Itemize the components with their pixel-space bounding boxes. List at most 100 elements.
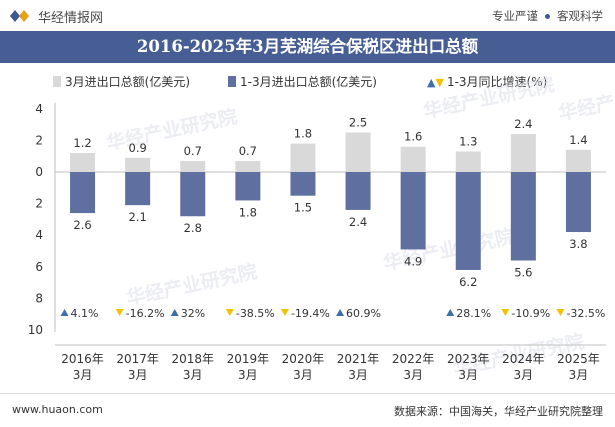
growth-up-marker [170,309,179,316]
bar-cumulative [235,172,261,201]
data-label-monthly: 2.5 [349,116,367,130]
y-tick-label: 0 [35,165,43,179]
data-label-cumulative: 2.1 [129,210,147,224]
data-label-cumulative: 2.8 [184,221,202,235]
bar-cumulative [290,172,316,196]
bar-cumulative [565,172,591,233]
header-tags: 专业严谨 客观科学 [492,8,603,24]
x-tick-label-year: 2023年 [447,352,490,366]
x-tick-label-year: 2018年 [171,352,214,366]
x-tick-label-year: 2017年 [116,352,159,366]
x-tick-label-month: 3月 [183,368,203,382]
bar-monthly [290,143,316,172]
tag-professional: 专业严谨 [492,9,538,23]
data-label-growth: 60.9% [346,307,381,320]
x-tick-label-month: 3月 [348,368,368,382]
bar-monthly [455,151,481,172]
y-tick-label: 4 [35,228,43,242]
data-label-cumulative: 2.4 [349,215,367,229]
y-tick-label: 2 [35,133,43,147]
bar-monthly [565,149,591,172]
data-label-growth: -38.5% [236,307,275,320]
footer-source: 数据来源：中国海关，华经产业研究院整理 [394,405,603,418]
bar-monthly [235,160,261,172]
x-tick-label-month: 3月 [569,368,589,382]
data-label-cumulative: 6.2 [459,275,477,289]
legend-item-cumulative: 1-3月进出口总额(亿美元) [228,72,377,92]
x-tick-label-month: 3月 [128,368,148,382]
data-label-cumulative: 5.6 [514,265,532,279]
brand-name: 华经情报网 [38,11,104,26]
huajing-logo-icon [10,10,29,22]
data-label-monthly: 2.4 [514,117,532,131]
data-label-cumulative: 2.6 [73,218,91,232]
legend-label-growth: 1-3月同比增速(%) [446,75,548,89]
growth-up-marker [336,309,345,316]
bar-monthly [125,157,151,172]
y-tick-label: 10 [28,323,43,337]
data-label-cumulative: 4.9 [404,254,422,268]
legend-label-cumulative: 1-3月进出口总额(亿美元) [240,75,377,89]
watermark-text: 华经产业研究院 [421,73,556,123]
x-tick-label-year: 2019年 [227,352,270,366]
x-tick-label-year: 2020年 [282,352,325,366]
footer-site: www.huaon.com [12,403,103,416]
x-tick-label-month: 3月 [458,368,478,382]
x-tick-label-month: 3月 [73,368,93,382]
x-tick-label-month: 3月 [238,368,258,382]
legend-down-triangle-icon: ▼ [435,76,444,89]
x-tick-label-year: 2016年 [61,352,104,366]
bar-monthly [510,134,536,172]
tag-objective: 客观科学 [557,9,603,23]
footer: www.huaon.com 数据来源：中国海关，华经产业研究院整理 [0,393,615,427]
y-tick-label: 8 [35,291,43,305]
bar-cumulative [70,172,96,214]
x-tick-label-month: 3月 [514,368,534,382]
data-label-growth: -19.4% [291,307,330,320]
growth-down-marker [501,309,510,316]
growth-down-marker [280,309,289,316]
legend-swatch-monthly [53,76,61,87]
data-label-growth: -10.9% [511,307,550,320]
data-label-growth: 28.1% [456,307,491,320]
y-tick-label: 6 [35,260,43,274]
y-tick-label: 2 [35,197,43,211]
x-tick-label-year: 2025年 [557,352,600,366]
x-tick-label-year: 2022年 [392,352,435,366]
data-label-monthly: 1.6 [404,130,422,144]
data-label-monthly: 1.2 [73,136,91,150]
data-label-monthly: 0.7 [239,144,257,158]
legend-item-monthly: 3月进出口总额(亿美元) [53,72,190,92]
x-tick-label-year: 2024年 [502,352,545,366]
bar-cumulative [125,172,151,206]
data-label-monthly: 1.8 [294,127,312,141]
legend-item-growth: ▲▼ 1-3月同比增速(%) [427,72,547,92]
data-label-monthly: 1.3 [459,134,477,148]
bar-cumulative [345,172,371,210]
tag-separator-dot [545,13,550,19]
title-bar: 2016-2025年3月芜湖综合保税区进出口总额 [0,31,615,63]
growth-down-marker [115,309,124,316]
data-label-growth: -16.2% [126,307,165,320]
data-label-cumulative: 3.8 [569,237,587,251]
data-label-growth: 32% [181,307,205,320]
chart-title: 2016-2025年3月芜湖综合保税区进出口总额 [136,37,479,56]
growth-down-marker [225,309,234,316]
legend-swatch-cumulative [228,76,236,87]
legend: 3月进出口总额(亿美元) 1-3月进出口总额(亿美元) ▲▼ 1-3月同比增速(%… [0,72,615,92]
watermark-text: 华经产业研究院 [124,260,259,310]
bar-cumulative [400,172,426,250]
x-tick-label-month: 3月 [293,368,313,382]
bar-monthly [180,160,206,172]
bar-cumulative [510,172,536,261]
bar-cumulative [455,172,481,270]
data-label-monthly: 0.9 [129,141,147,155]
bar-monthly [70,153,96,172]
legend-up-triangle-icon: ▲ [427,76,436,89]
data-label-growth: 4.1% [71,307,99,320]
watermark-text: 华经产业研究院 [556,75,615,125]
header: 华经情报网 专业严谨 客观科学 [0,0,615,30]
bar-monthly [400,146,426,172]
data-label-cumulative: 1.8 [239,205,257,219]
